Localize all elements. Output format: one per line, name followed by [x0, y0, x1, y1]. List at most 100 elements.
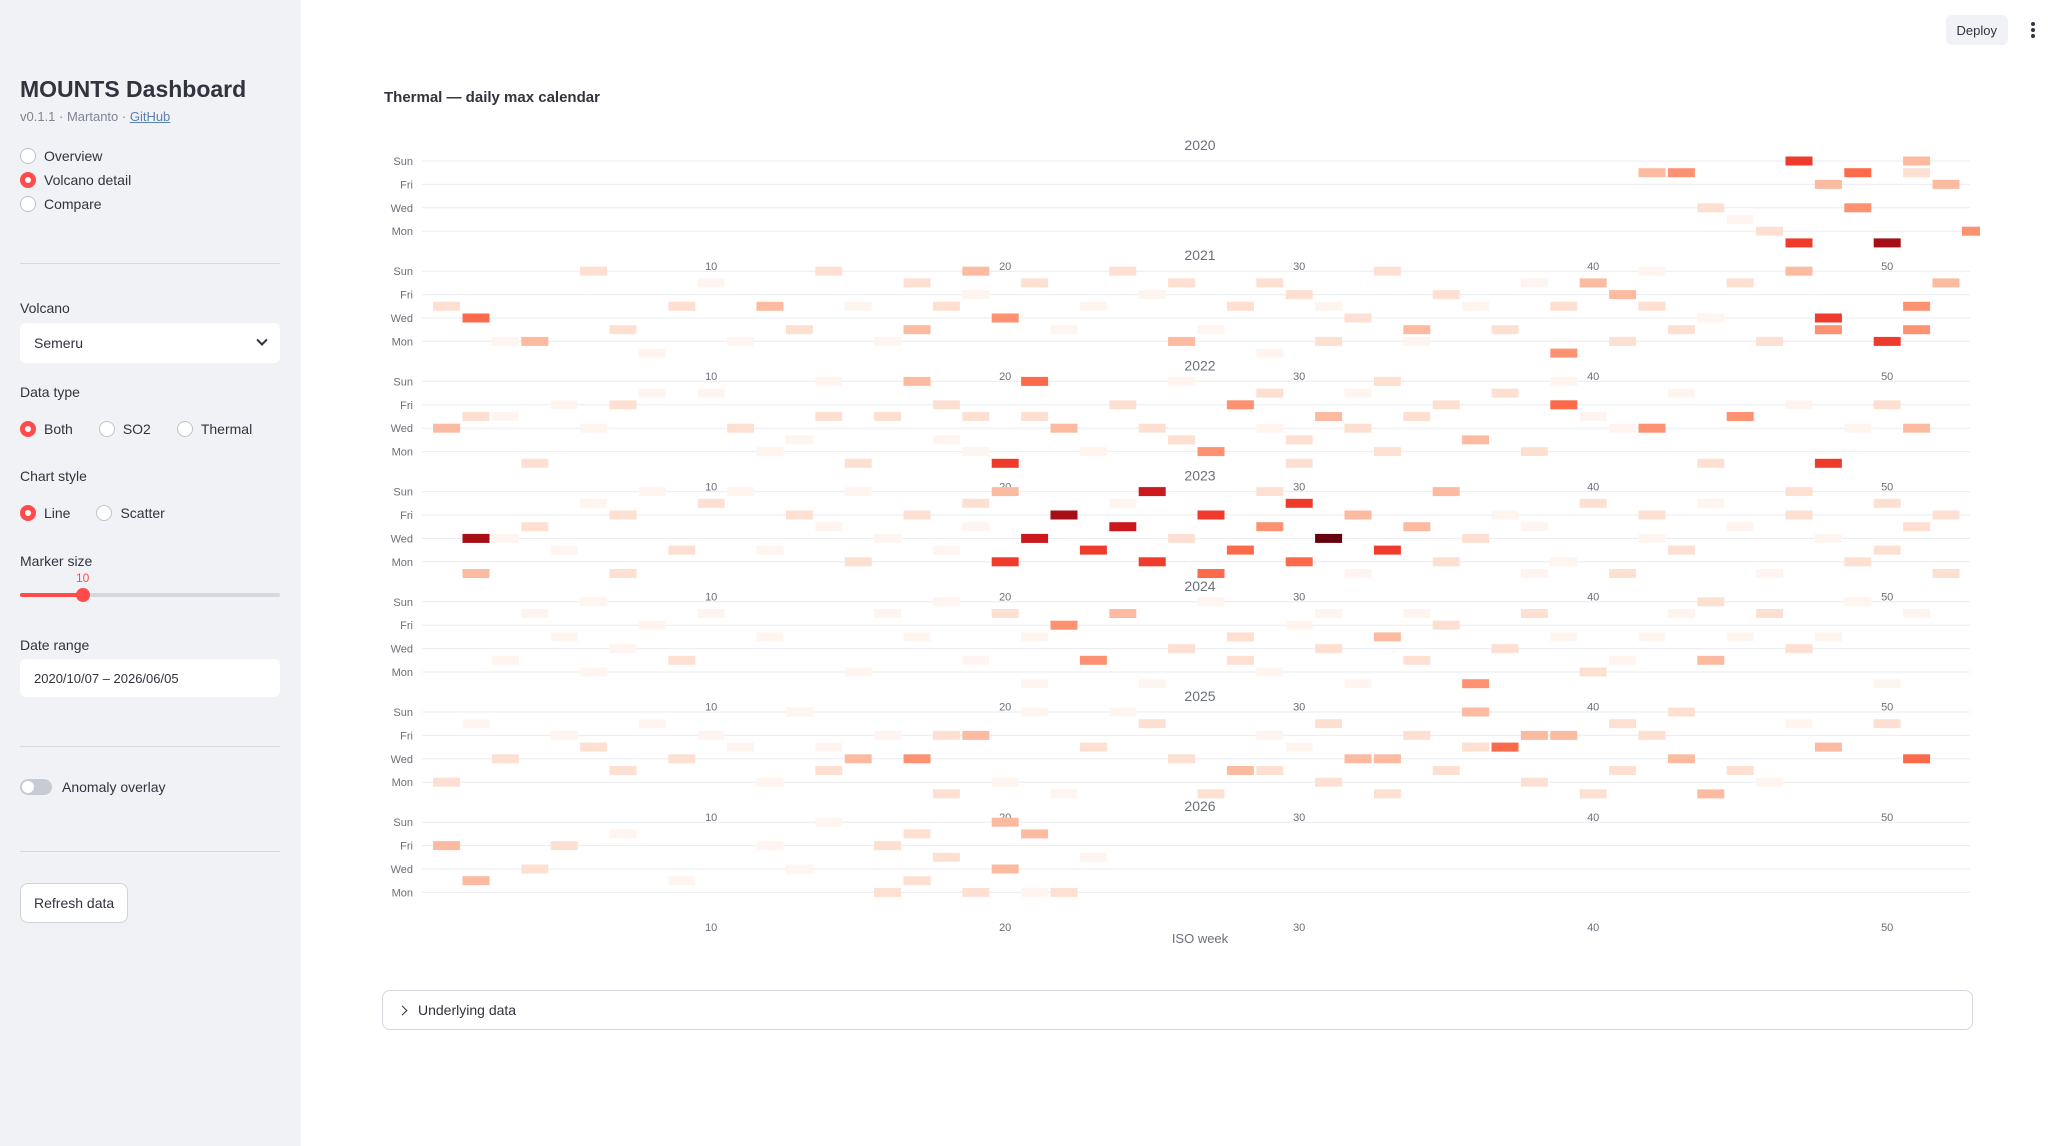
heatmap-cell	[1050, 510, 1078, 520]
heatmap-cell	[1756, 336, 1784, 346]
heatmap-cell	[1079, 447, 1107, 457]
week-tick-label: 50	[1881, 702, 1893, 714]
heatmap-cell	[521, 609, 549, 618]
heatmap-cell	[1638, 730, 1666, 740]
heatmap-cell	[1609, 655, 1637, 665]
refresh-data-button[interactable]: Refresh data	[20, 883, 129, 923]
heatmap-cell	[1873, 545, 1901, 555]
heatmap-cell	[638, 620, 666, 630]
radio-selected-icon[interactable]	[20, 172, 36, 188]
heatmap-cell	[815, 742, 843, 752]
heatmap-cell	[1373, 545, 1401, 555]
heatmap-cell	[1168, 754, 1196, 764]
nav-option-compare[interactable]: Compare	[20, 194, 102, 214]
week-tick-label: 20	[999, 261, 1011, 273]
heatmap-cell	[1373, 376, 1401, 386]
radio-icon[interactable]	[96, 505, 113, 521]
day-tick-label: Wed	[391, 423, 413, 435]
anomaly-overlay-toggle-row[interactable]: Anomaly overlay	[20, 779, 166, 795]
nav-option-volcano-detail[interactable]: Volcano detail	[20, 170, 131, 190]
heatmap-cell	[1226, 400, 1254, 410]
data-type-option-thermal[interactable]: Thermal	[176, 419, 253, 439]
data-type-radio-group: Both SO2 Thermal	[20, 419, 252, 439]
data-type-option-so2[interactable]: SO2	[98, 419, 151, 439]
heatmap-cell	[1197, 325, 1225, 335]
heatmap-cell	[932, 400, 960, 410]
heatmap-cell	[1432, 290, 1460, 300]
heatmap-cell	[1256, 766, 1284, 775]
heatmap-cell	[1021, 707, 1049, 717]
heatmap-cell	[1373, 632, 1401, 642]
heatmap-cell	[756, 447, 784, 457]
heatmap-cell	[1021, 278, 1049, 288]
heatmap-cell	[462, 412, 490, 421]
radio-icon[interactable]	[20, 196, 36, 212]
volcano-select[interactable]: Semeru	[20, 323, 280, 363]
week-tick-label: 30	[1293, 592, 1305, 604]
day-tick-label: Wed	[391, 533, 413, 545]
heatmap-cell	[1785, 719, 1813, 729]
heatmap-cell	[1697, 655, 1725, 665]
week-tick-label: 50	[1881, 371, 1893, 383]
heatmap-cell	[1315, 412, 1343, 421]
heatmap-cell	[1109, 522, 1137, 532]
heatmap-cell	[1462, 707, 1490, 717]
heatmap-cell	[1403, 325, 1431, 335]
deploy-button[interactable]: Deploy	[1945, 15, 2008, 45]
underlying-data-expander[interactable]: Underlying data	[382, 990, 1973, 1030]
heatmap-cell	[1903, 522, 1931, 532]
heatmap-cell	[991, 777, 1019, 787]
chart-style-option-line[interactable]: Line	[20, 503, 70, 523]
radio-selected-icon[interactable]	[20, 505, 36, 521]
heatmap-cell	[1638, 301, 1666, 311]
heatmap-cell	[1256, 348, 1284, 358]
heatmap-cell	[1638, 533, 1666, 543]
heatmap-cell	[815, 766, 843, 775]
heatmap-cell	[580, 597, 608, 607]
marker-size-slider-track[interactable]	[20, 593, 280, 597]
heatmap-cell	[609, 400, 637, 410]
chart-style-option-scatter[interactable]: Scatter	[96, 503, 165, 523]
radio-icon[interactable]	[176, 421, 193, 437]
heatmap-cell	[1021, 632, 1049, 642]
option-label: Thermal	[200, 421, 253, 437]
heatmap-cell	[550, 632, 578, 642]
heatmap-cell	[1021, 887, 1049, 897]
radio-icon[interactable]	[20, 148, 36, 164]
heatmap-cell	[903, 376, 931, 386]
github-link[interactable]: GitHub	[129, 109, 171, 124]
heatmap-cell	[1844, 597, 1872, 607]
heatmap-cell	[727, 742, 755, 752]
heatmap-cell	[1550, 301, 1578, 311]
heatmap-cell	[1638, 510, 1666, 520]
heatmap-cell	[874, 887, 902, 897]
week-tick-label: 30	[1293, 481, 1305, 493]
heatmap-cell	[1403, 412, 1431, 421]
heatmap-cell	[1638, 423, 1666, 433]
radio-icon[interactable]	[98, 421, 115, 437]
chart-heading: Thermal — daily max calendar	[384, 89, 600, 106]
heatmap-cell	[932, 301, 960, 311]
option-label: SO2	[122, 421, 151, 437]
nav-option-overview[interactable]: Overview	[20, 146, 102, 166]
radio-selected-icon[interactable]	[20, 421, 36, 437]
day-tick-label: Fri	[400, 620, 413, 632]
heatmap-cell	[1432, 487, 1460, 497]
week-tick-label: 30	[1293, 261, 1305, 273]
heatmap-cell	[1021, 829, 1049, 839]
heatmap-cell	[609, 644, 637, 654]
heatmap-cell	[1579, 789, 1607, 799]
data-type-option-both[interactable]: Both	[20, 419, 73, 439]
heatmap-cell	[1667, 754, 1695, 764]
anomaly-overlay-toggle[interactable]	[20, 779, 52, 795]
heatmap-cell	[1462, 435, 1490, 445]
heatmap-cell	[1726, 522, 1754, 532]
heatmap-cell	[991, 557, 1019, 567]
day-tick-label: Fri	[400, 841, 413, 853]
heatmap-cell	[1667, 388, 1695, 398]
more-options-icon[interactable]	[2031, 22, 2035, 38]
heatmap-cell	[1197, 510, 1225, 520]
marker-size-slider-thumb[interactable]	[76, 588, 90, 602]
heatmap-cell	[1609, 423, 1637, 433]
date-range-input[interactable]: 2020/10/07 – 2026/06/05	[20, 659, 280, 697]
